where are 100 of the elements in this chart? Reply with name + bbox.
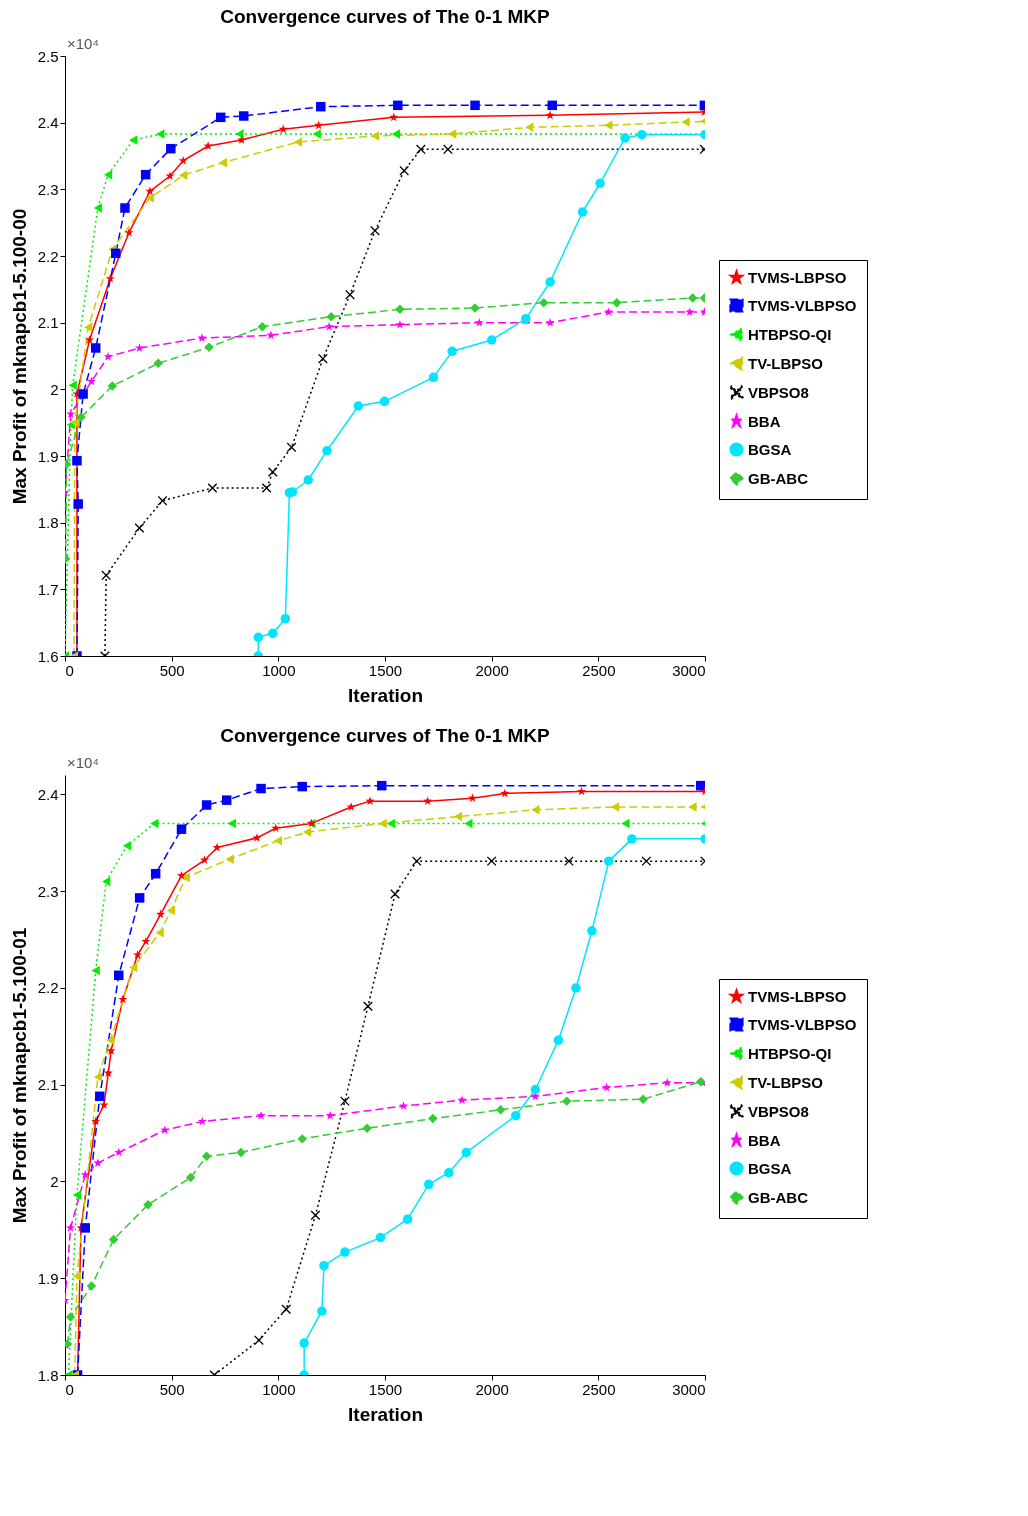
point	[447, 346, 457, 357]
point	[86, 1281, 97, 1291]
x-tick-label: 3000	[672, 1380, 706, 1398]
x-tick-label: 1000	[262, 661, 296, 679]
point	[620, 133, 630, 143]
point	[134, 343, 144, 352]
y-tick-label: 2.5	[37, 47, 59, 65]
x-tick-label: 2500	[582, 661, 616, 679]
point	[610, 802, 620, 812]
legend-label: TV-LBPSO	[748, 354, 824, 372]
point	[150, 818, 159, 829]
point	[688, 802, 697, 812]
point	[66, 409, 76, 418]
y-tick-label: 1.8	[37, 514, 59, 532]
point	[221, 795, 232, 805]
y-tick-label: 2.3	[37, 180, 59, 198]
point	[379, 396, 390, 407]
point	[129, 135, 138, 145]
point	[107, 381, 118, 391]
point	[237, 135, 247, 144]
point	[72, 455, 82, 466]
point	[166, 143, 176, 154]
point	[65, 1339, 73, 1349]
point	[140, 169, 151, 180]
point	[280, 613, 291, 624]
point	[204, 342, 214, 353]
y-tick-label: 2	[50, 380, 59, 398]
y-tick-label: 1.8	[37, 1366, 59, 1384]
point	[70, 417, 79, 428]
point	[621, 818, 630, 829]
point	[395, 319, 405, 329]
point	[252, 833, 262, 842]
point	[461, 1147, 472, 1158]
point	[391, 129, 400, 139]
point	[464, 818, 473, 829]
x-tick-label: 2000	[475, 661, 509, 679]
y-tick-label: 1.9	[37, 1269, 59, 1287]
point	[215, 112, 226, 123]
legend-label: HTBPSO-QI	[748, 1044, 832, 1062]
point	[545, 277, 555, 287]
point	[105, 273, 115, 283]
y-tick-label: 2.2	[37, 247, 59, 265]
y-tick-label: 1.9	[37, 447, 59, 465]
point	[133, 950, 143, 959]
point	[416, 144, 426, 155]
point	[474, 317, 484, 327]
legend-label: TVMS-VLBPSO	[748, 1015, 857, 1033]
point	[545, 317, 555, 327]
point	[200, 855, 210, 864]
point	[530, 1084, 541, 1095]
point	[157, 495, 168, 506]
point	[227, 818, 236, 829]
legend-label: VBPSO8	[748, 1102, 809, 1120]
point	[641, 856, 652, 866]
point	[363, 1001, 373, 1012]
point	[386, 818, 396, 829]
legend-label: GB-ABC	[748, 469, 809, 487]
point	[470, 100, 480, 111]
point	[153, 358, 163, 369]
point	[297, 781, 307, 792]
point	[235, 129, 244, 139]
legend-label: BBA	[748, 412, 781, 430]
point	[76, 412, 86, 423]
point	[122, 840, 132, 851]
x-tick-label: 500	[159, 661, 185, 679]
point	[319, 1260, 329, 1271]
point	[218, 157, 227, 168]
point	[293, 137, 303, 147]
point	[577, 207, 588, 217]
y-axis-title: Max Profit of mknapcb1-5.100-01	[8, 927, 30, 1224]
legend-label: TVMS-LBPSO	[748, 987, 847, 1005]
point	[637, 129, 647, 140]
point	[448, 129, 457, 139]
point	[525, 122, 534, 133]
point	[102, 876, 111, 887]
point	[681, 117, 690, 127]
point	[662, 1078, 672, 1087]
point	[84, 322, 93, 333]
point	[486, 335, 497, 345]
point	[310, 1210, 321, 1221]
point	[176, 824, 187, 834]
point	[73, 499, 83, 509]
point	[120, 203, 130, 213]
point	[603, 307, 613, 316]
point	[324, 321, 334, 331]
point	[377, 780, 387, 791]
point	[145, 193, 155, 203]
point	[78, 389, 88, 399]
point	[212, 842, 222, 852]
point	[500, 788, 510, 798]
point	[99, 1100, 109, 1109]
point	[531, 805, 540, 815]
point	[423, 796, 433, 805]
point	[103, 351, 113, 361]
y-tick-label: 2.2	[37, 979, 59, 997]
legend-label: TVMS-VLBPSO	[748, 296, 857, 314]
point	[80, 1169, 90, 1179]
point	[453, 811, 463, 822]
point	[312, 129, 321, 139]
point	[428, 1113, 438, 1124]
